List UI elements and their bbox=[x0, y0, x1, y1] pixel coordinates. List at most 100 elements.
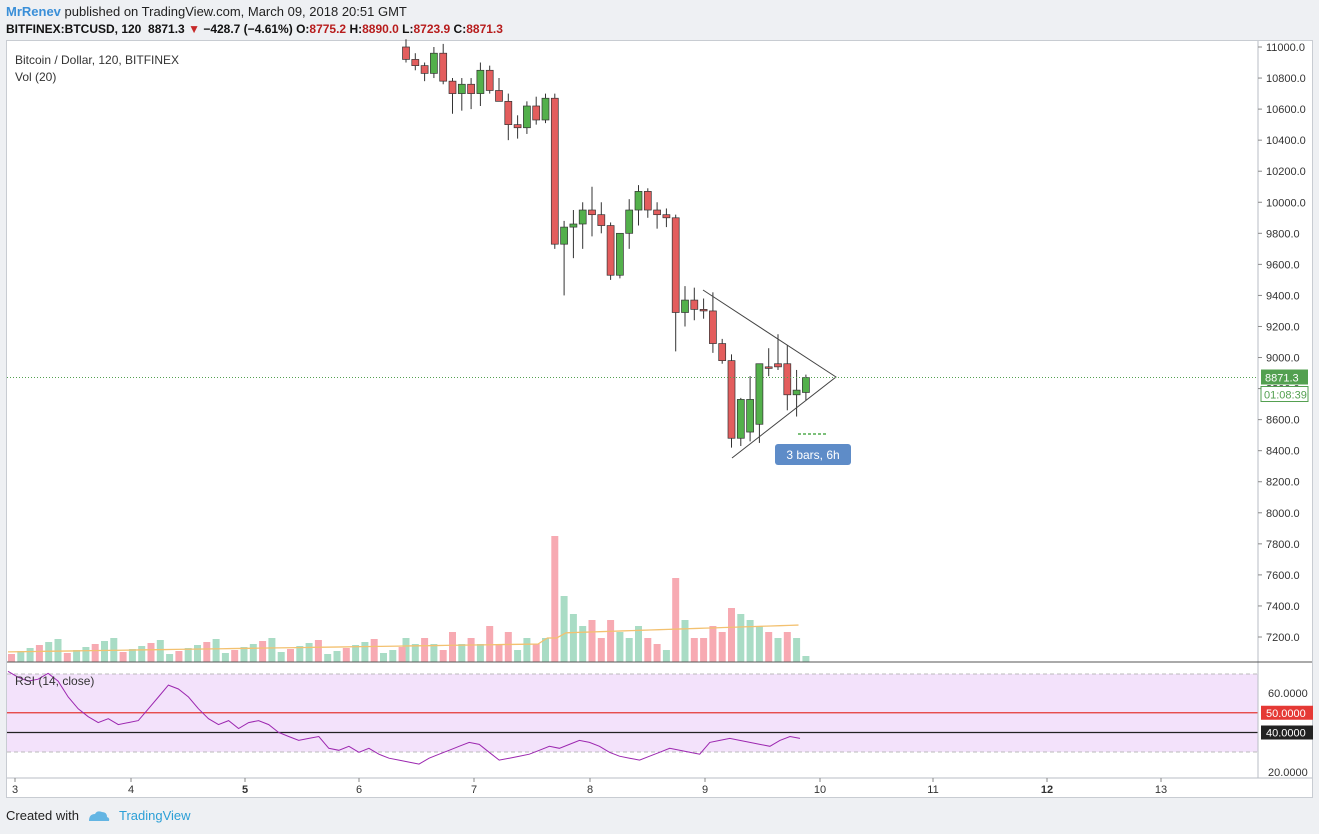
price-tick-label: 10200.0 bbox=[1266, 166, 1306, 178]
volume-bar bbox=[45, 642, 53, 662]
volume-bar bbox=[268, 638, 276, 662]
volume-bar bbox=[361, 642, 369, 662]
candle-body bbox=[792, 389, 801, 396]
candle-body bbox=[662, 214, 671, 219]
volume-bar bbox=[709, 626, 717, 662]
open-value: 8775.2 bbox=[309, 22, 347, 36]
volume-bar bbox=[26, 648, 34, 662]
candle-body bbox=[736, 399, 745, 439]
candle-body bbox=[625, 209, 634, 234]
candle-body bbox=[420, 65, 429, 74]
last-price: 8871.3 bbox=[148, 22, 185, 36]
candle-body bbox=[495, 90, 503, 102]
time-tick-label: 9 bbox=[702, 784, 708, 796]
price-tick-label: 8400.0 bbox=[1266, 446, 1300, 458]
candle-body bbox=[597, 214, 606, 226]
volume-bar bbox=[324, 654, 332, 662]
volume-bar bbox=[221, 653, 229, 662]
candle-body bbox=[709, 310, 717, 344]
chart-frame[interactable] bbox=[6, 40, 1313, 798]
countdown-badge-label: 01:08:39 bbox=[1264, 390, 1307, 402]
symbol-name[interactable]: BITFINEX:BTCUSD, 120 bbox=[6, 22, 142, 36]
chart-legend: Bitcoin / Dollar, 120, BITFINEX Vol (20) bbox=[15, 52, 179, 86]
low-value: 8723.9 bbox=[413, 22, 451, 36]
time-tick-label: 10 bbox=[814, 784, 826, 796]
volume-bar bbox=[486, 626, 494, 662]
candle-body bbox=[755, 363, 764, 425]
time-tick-label: 8 bbox=[587, 784, 593, 796]
price-tick-label: 10000.0 bbox=[1266, 197, 1306, 209]
volume-bar bbox=[579, 626, 587, 662]
candle-body bbox=[671, 217, 680, 313]
volume-bar bbox=[184, 648, 192, 662]
candle-body bbox=[532, 105, 541, 121]
volume-bar bbox=[467, 638, 475, 662]
volume-bar bbox=[203, 642, 211, 662]
rsi-tick-label: 20.0000 bbox=[1268, 767, 1308, 779]
volume-bar bbox=[296, 646, 304, 662]
chart-title: Bitcoin / Dollar, 120, BITFINEX bbox=[15, 53, 180, 67]
countdown-badge bbox=[1260, 386, 1309, 403]
volume-bar bbox=[439, 650, 447, 662]
close-value: 8871.3 bbox=[466, 22, 503, 36]
created-with-text: Created with bbox=[6, 808, 79, 823]
candle-body bbox=[764, 366, 773, 369]
candle-body bbox=[411, 59, 420, 66]
triangle-drawing: 3 bars, 6h bbox=[702, 289, 851, 465]
volume-bar bbox=[746, 620, 754, 662]
candle-body bbox=[457, 83, 466, 94]
candle-body bbox=[699, 309, 708, 312]
price-tick-label: 10400.0 bbox=[1266, 135, 1306, 147]
volume-bar bbox=[119, 652, 127, 662]
price-tick-label: 10800.0 bbox=[1266, 73, 1306, 85]
footer: Created with TradingView bbox=[6, 808, 191, 823]
price-tick-label: 7800.0 bbox=[1266, 539, 1300, 551]
volume-bar bbox=[551, 536, 559, 662]
down-arrow-icon: ▼ bbox=[188, 22, 200, 36]
volume-legend: Vol (20) bbox=[15, 70, 57, 84]
volume-bars bbox=[7, 536, 810, 662]
time-tick-label: 6 bbox=[356, 784, 362, 796]
volume-bar bbox=[212, 639, 220, 662]
volume-bar bbox=[314, 640, 322, 662]
rsi-legend: RSI (14, close) bbox=[15, 674, 95, 688]
volume-bar bbox=[411, 644, 419, 662]
volume-bar bbox=[662, 650, 670, 662]
price-tick-label: 8200.0 bbox=[1266, 477, 1300, 489]
candle-body bbox=[774, 363, 782, 368]
volume-bar bbox=[402, 638, 410, 662]
time-tick-label: 7 bbox=[471, 784, 477, 796]
time-tick-label: 4 bbox=[128, 784, 134, 796]
price-tick-label: 8000.0 bbox=[1266, 508, 1300, 520]
volume-bar bbox=[783, 632, 791, 662]
volume-bar bbox=[166, 654, 174, 662]
bars-badge-label: 3 bars, 6h bbox=[786, 448, 839, 462]
volume-bar bbox=[774, 638, 782, 662]
volume-bar bbox=[616, 632, 624, 662]
author-link[interactable]: MrRenev bbox=[6, 4, 61, 19]
candle-body bbox=[504, 100, 513, 125]
volume-bar bbox=[700, 638, 708, 662]
volume-bar bbox=[728, 608, 735, 662]
rsi-upper-badge bbox=[1261, 705, 1313, 720]
candle-body bbox=[550, 97, 559, 245]
candle-body bbox=[476, 69, 485, 94]
volume-bar bbox=[690, 638, 698, 662]
candle-body bbox=[727, 360, 736, 439]
volume-bar bbox=[523, 638, 531, 662]
volume-bar bbox=[231, 650, 239, 662]
volume-bar bbox=[156, 640, 164, 662]
publish-header: MrRenev published on TradingView.com, Ma… bbox=[6, 4, 407, 19]
candle-body bbox=[802, 377, 810, 393]
volume-bar bbox=[802, 656, 810, 662]
price-tick-label: 7600.0 bbox=[1266, 570, 1300, 582]
volume-bar bbox=[17, 651, 25, 662]
volume-bar bbox=[681, 620, 689, 662]
axes: 11000.0 10800.0 10600.0 10400.0 10200.0 10000… bbox=[7, 41, 1313, 796]
volume-bar bbox=[287, 649, 294, 662]
triangle-line bbox=[702, 289, 837, 459]
volume-bar bbox=[82, 647, 90, 662]
candle-body bbox=[430, 52, 438, 74]
tradingview-brand[interactable]: TradingView bbox=[118, 808, 191, 823]
